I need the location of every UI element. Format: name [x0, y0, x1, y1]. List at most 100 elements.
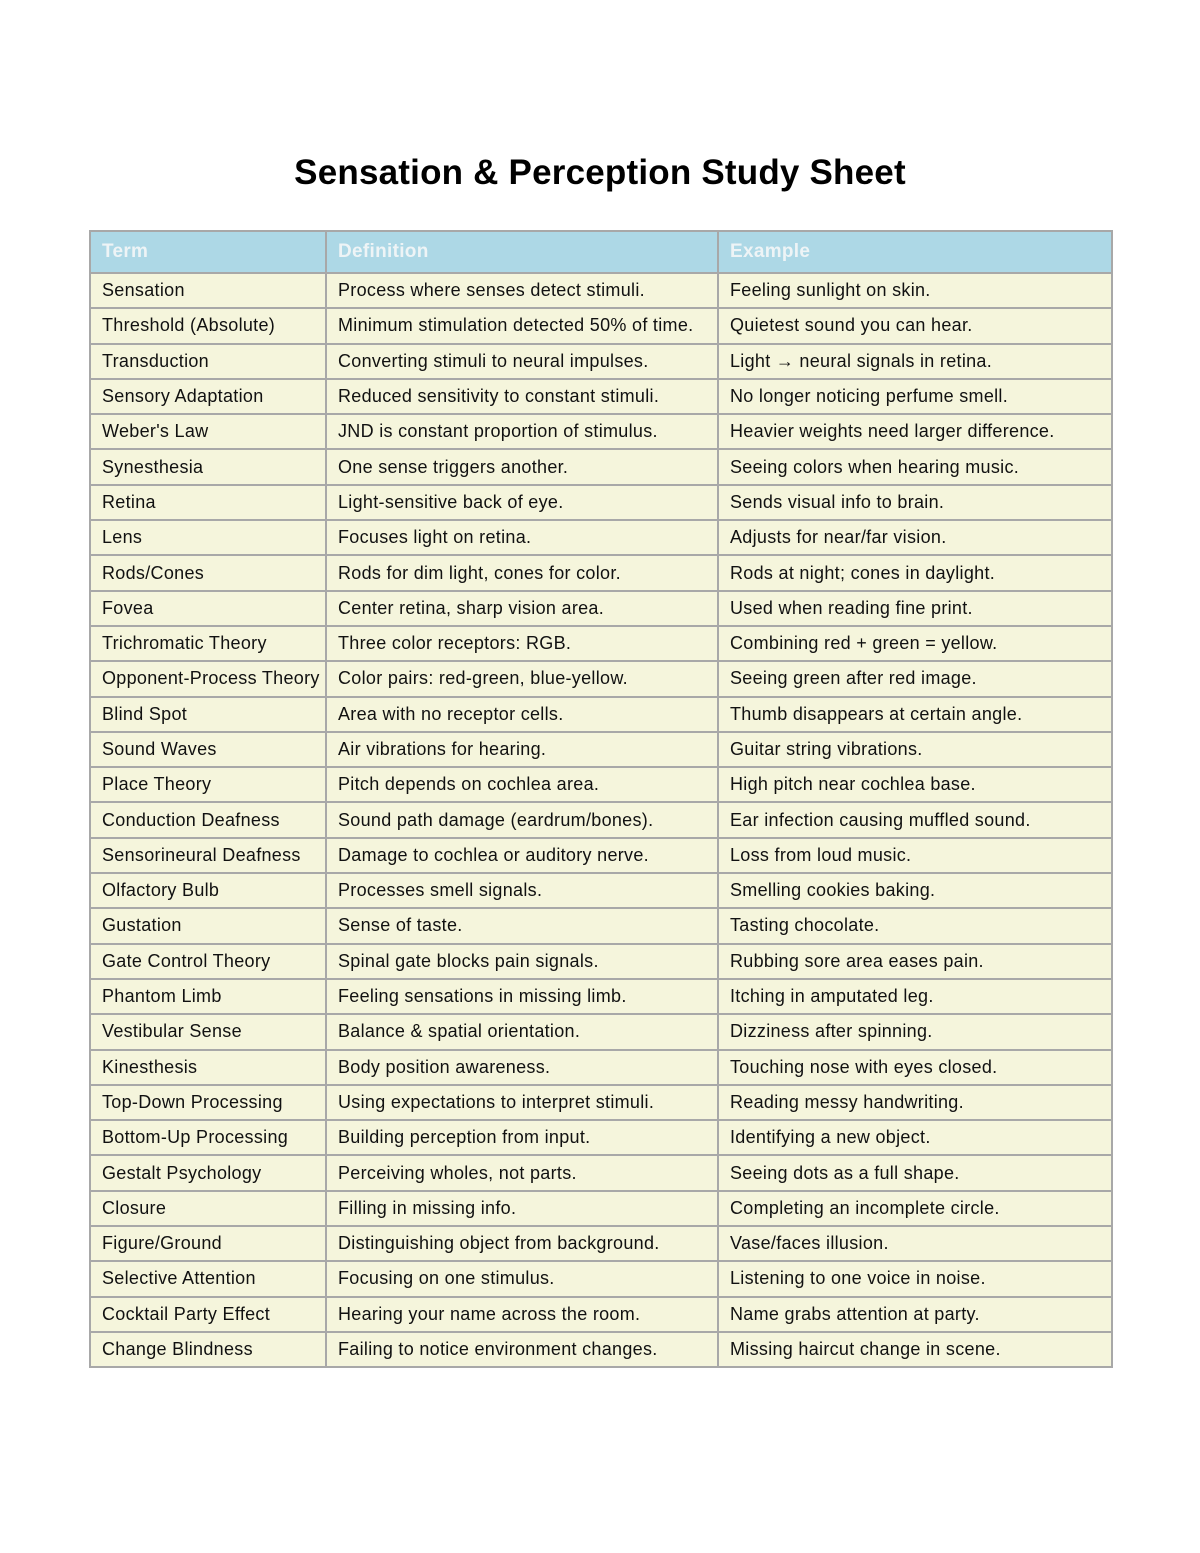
term-cell: Fovea	[89, 589, 327, 627]
example-cell: Completing an incomplete circle.	[717, 1189, 1113, 1228]
table-row: Sensorineural Deafness Damage to cochlea …	[89, 836, 1113, 875]
table-row: Cocktail Party Effect Hearing your name a…	[89, 1295, 1113, 1333]
header-row: Term Definition Example	[89, 230, 1113, 274]
example-cell: Sends visual info to brain.	[717, 483, 1113, 522]
example-cell: Tasting chocolate.	[717, 907, 1113, 945]
term-cell: Phantom Limb	[89, 977, 327, 1016]
definition-cell: Rods for dim light, cones for color.	[325, 554, 719, 592]
term-cell: Top-Down Processing	[89, 1083, 327, 1122]
definition-cell: Air vibrations for hearing.	[325, 730, 719, 769]
term-cell: Bottom-Up Processing	[89, 1119, 327, 1157]
example-cell: Rubbing sore area eases pain.	[717, 942, 1113, 980]
example-cell: Quietest sound you can hear.	[717, 307, 1113, 345]
table-row: Bottom-Up Processing Building perception …	[89, 1119, 1113, 1157]
term-cell: Place Theory	[89, 766, 327, 804]
table-row: Olfactory Bulb Processes smell signals. Sm…	[89, 872, 1113, 910]
term-cell: Lens	[89, 519, 327, 557]
term-cell: Closure	[89, 1189, 327, 1228]
table-row: Threshold (Absolute) Minimum stimulation …	[89, 307, 1113, 345]
term-cell: Figure/Ground	[89, 1225, 327, 1263]
study-table: Term Definition Example Sensation Process…	[89, 230, 1113, 1369]
example-cell: Used when reading fine print.	[717, 589, 1113, 627]
example-cell: High pitch near cochlea base.	[717, 766, 1113, 804]
definition-cell: Minimum stimulation detected 50% of time…	[325, 307, 719, 345]
example-cell: Reading messy handwriting.	[717, 1083, 1113, 1122]
header-example: Example	[717, 230, 1113, 274]
example-cell: Seeing dots as a full shape.	[717, 1154, 1113, 1192]
definition-cell: Using expectations to interpret stimuli.	[325, 1083, 719, 1122]
term-cell: Rods/Cones	[89, 554, 327, 592]
term-cell: Sensation	[89, 271, 327, 310]
definition-cell: Filling in missing info.	[325, 1189, 719, 1228]
example-cell: Light → neural signals in retina.	[717, 342, 1113, 380]
definition-cell: Pitch depends on cochlea area.	[325, 766, 719, 804]
example-cell: Seeing colors when hearing music.	[717, 448, 1113, 486]
definition-cell: Spinal gate blocks pain signals.	[325, 942, 719, 980]
example-cell: Touching nose with eyes closed.	[717, 1048, 1113, 1086]
term-cell: Selective Attention	[89, 1260, 327, 1298]
table-row: Sensation Process where senses detect sti…	[89, 271, 1113, 310]
table-row: Gestalt Psychology Perceiving wholes, not…	[89, 1154, 1113, 1192]
example-cell: Thumb disappears at certain angle.	[717, 695, 1113, 733]
definition-cell: One sense triggers another.	[325, 448, 719, 486]
definition-cell: Area with no receptor cells.	[325, 695, 719, 733]
term-cell: Retina	[89, 483, 327, 522]
example-cell: Combining red + green = yellow.	[717, 624, 1113, 663]
table-row: Selective Attention Focusing on one stimu…	[89, 1260, 1113, 1298]
table-row: Figure/Ground Distinguishing object from …	[89, 1225, 1113, 1263]
header-term: Term	[89, 230, 327, 274]
example-cell: Rods at night; cones in daylight.	[717, 554, 1113, 592]
table-row: Top-Down Processing Using expectations to…	[89, 1083, 1113, 1122]
table-row: Conduction Deafness Sound path damage (ea…	[89, 801, 1113, 839]
table-row: Phantom Limb Feeling sensations in missin…	[89, 977, 1113, 1016]
table-row: Lens Focuses light on retina. Adjusts for …	[89, 519, 1113, 557]
definition-cell: Failing to notice environment changes.	[325, 1330, 719, 1369]
example-cell: Missing haircut change in scene.	[717, 1330, 1113, 1369]
term-cell: Weber's Law	[89, 413, 327, 451]
definition-cell: Converting stimuli to neural impulses.	[325, 342, 719, 380]
definition-cell: Building perception from input.	[325, 1119, 719, 1157]
definition-cell: Perceiving wholes, not parts.	[325, 1154, 719, 1192]
definition-cell: Process where senses detect stimuli.	[325, 271, 719, 310]
table-row: Transduction Converting stimuli to neural…	[89, 342, 1113, 380]
definition-cell: Light-sensitive back of eye.	[325, 483, 719, 522]
term-cell: Olfactory Bulb	[89, 872, 327, 910]
term-cell: Threshold (Absolute)	[89, 307, 327, 345]
term-cell: Transduction	[89, 342, 327, 380]
definition-cell: Sense of taste.	[325, 907, 719, 945]
example-cell: Dizziness after spinning.	[717, 1013, 1113, 1051]
table-row: Change Blindness Failing to notice enviro…	[89, 1330, 1113, 1369]
table-row: Opponent-Process Theory Color pairs: red-…	[89, 660, 1113, 698]
table-row: Gate Control Theory Spinal gate blocks pa…	[89, 942, 1113, 980]
example-cell: Guitar string vibrations.	[717, 730, 1113, 769]
definition-cell: Color pairs: red-green, blue-yellow.	[325, 660, 719, 698]
term-cell: Gate Control Theory	[89, 942, 327, 980]
header-definition: Definition	[325, 230, 719, 274]
example-cell: Adjusts for near/far vision.	[717, 519, 1113, 557]
table-row: Place Theory Pitch depends on cochlea are…	[89, 766, 1113, 804]
example-cell: Seeing green after red image.	[717, 660, 1113, 698]
definition-cell: Processes smell signals.	[325, 872, 719, 910]
table-row: Sound Waves Air vibrations for hearing. Gu…	[89, 730, 1113, 769]
definition-cell: Three color receptors: RGB.	[325, 624, 719, 663]
table-row: Vestibular Sense Balance & spatial orient…	[89, 1013, 1113, 1051]
definition-cell: Damage to cochlea or auditory nerve.	[325, 836, 719, 875]
term-cell: Gustation	[89, 907, 327, 945]
example-cell: Listening to one voice in noise.	[717, 1260, 1113, 1298]
term-cell: Sensory Adaptation	[89, 377, 327, 416]
example-cell: Smelling cookies baking.	[717, 872, 1113, 910]
term-cell: Blind Spot	[89, 695, 327, 733]
term-cell: Sensorineural Deafness	[89, 836, 327, 875]
definition-cell: Distinguishing object from background.	[325, 1225, 719, 1263]
definition-cell: Body position awareness.	[325, 1048, 719, 1086]
definition-cell: Hearing your name across the room.	[325, 1295, 719, 1333]
term-cell: Change Blindness	[89, 1330, 327, 1369]
table-row: Fovea Center retina, sharp vision area. Us…	[89, 589, 1113, 627]
table-row: Rods/Cones Rods for dim light, cones for …	[89, 554, 1113, 592]
term-cell: Gestalt Psychology	[89, 1154, 327, 1192]
term-cell: Cocktail Party Effect	[89, 1295, 327, 1333]
definition-cell: Reduced sensitivity to constant stimuli.	[325, 377, 719, 416]
example-cell: No longer noticing perfume smell.	[717, 377, 1113, 416]
example-cell: Name grabs attention at party.	[717, 1295, 1113, 1333]
table-row: Sensory Adaptation Reduced sensitivity to…	[89, 377, 1113, 416]
